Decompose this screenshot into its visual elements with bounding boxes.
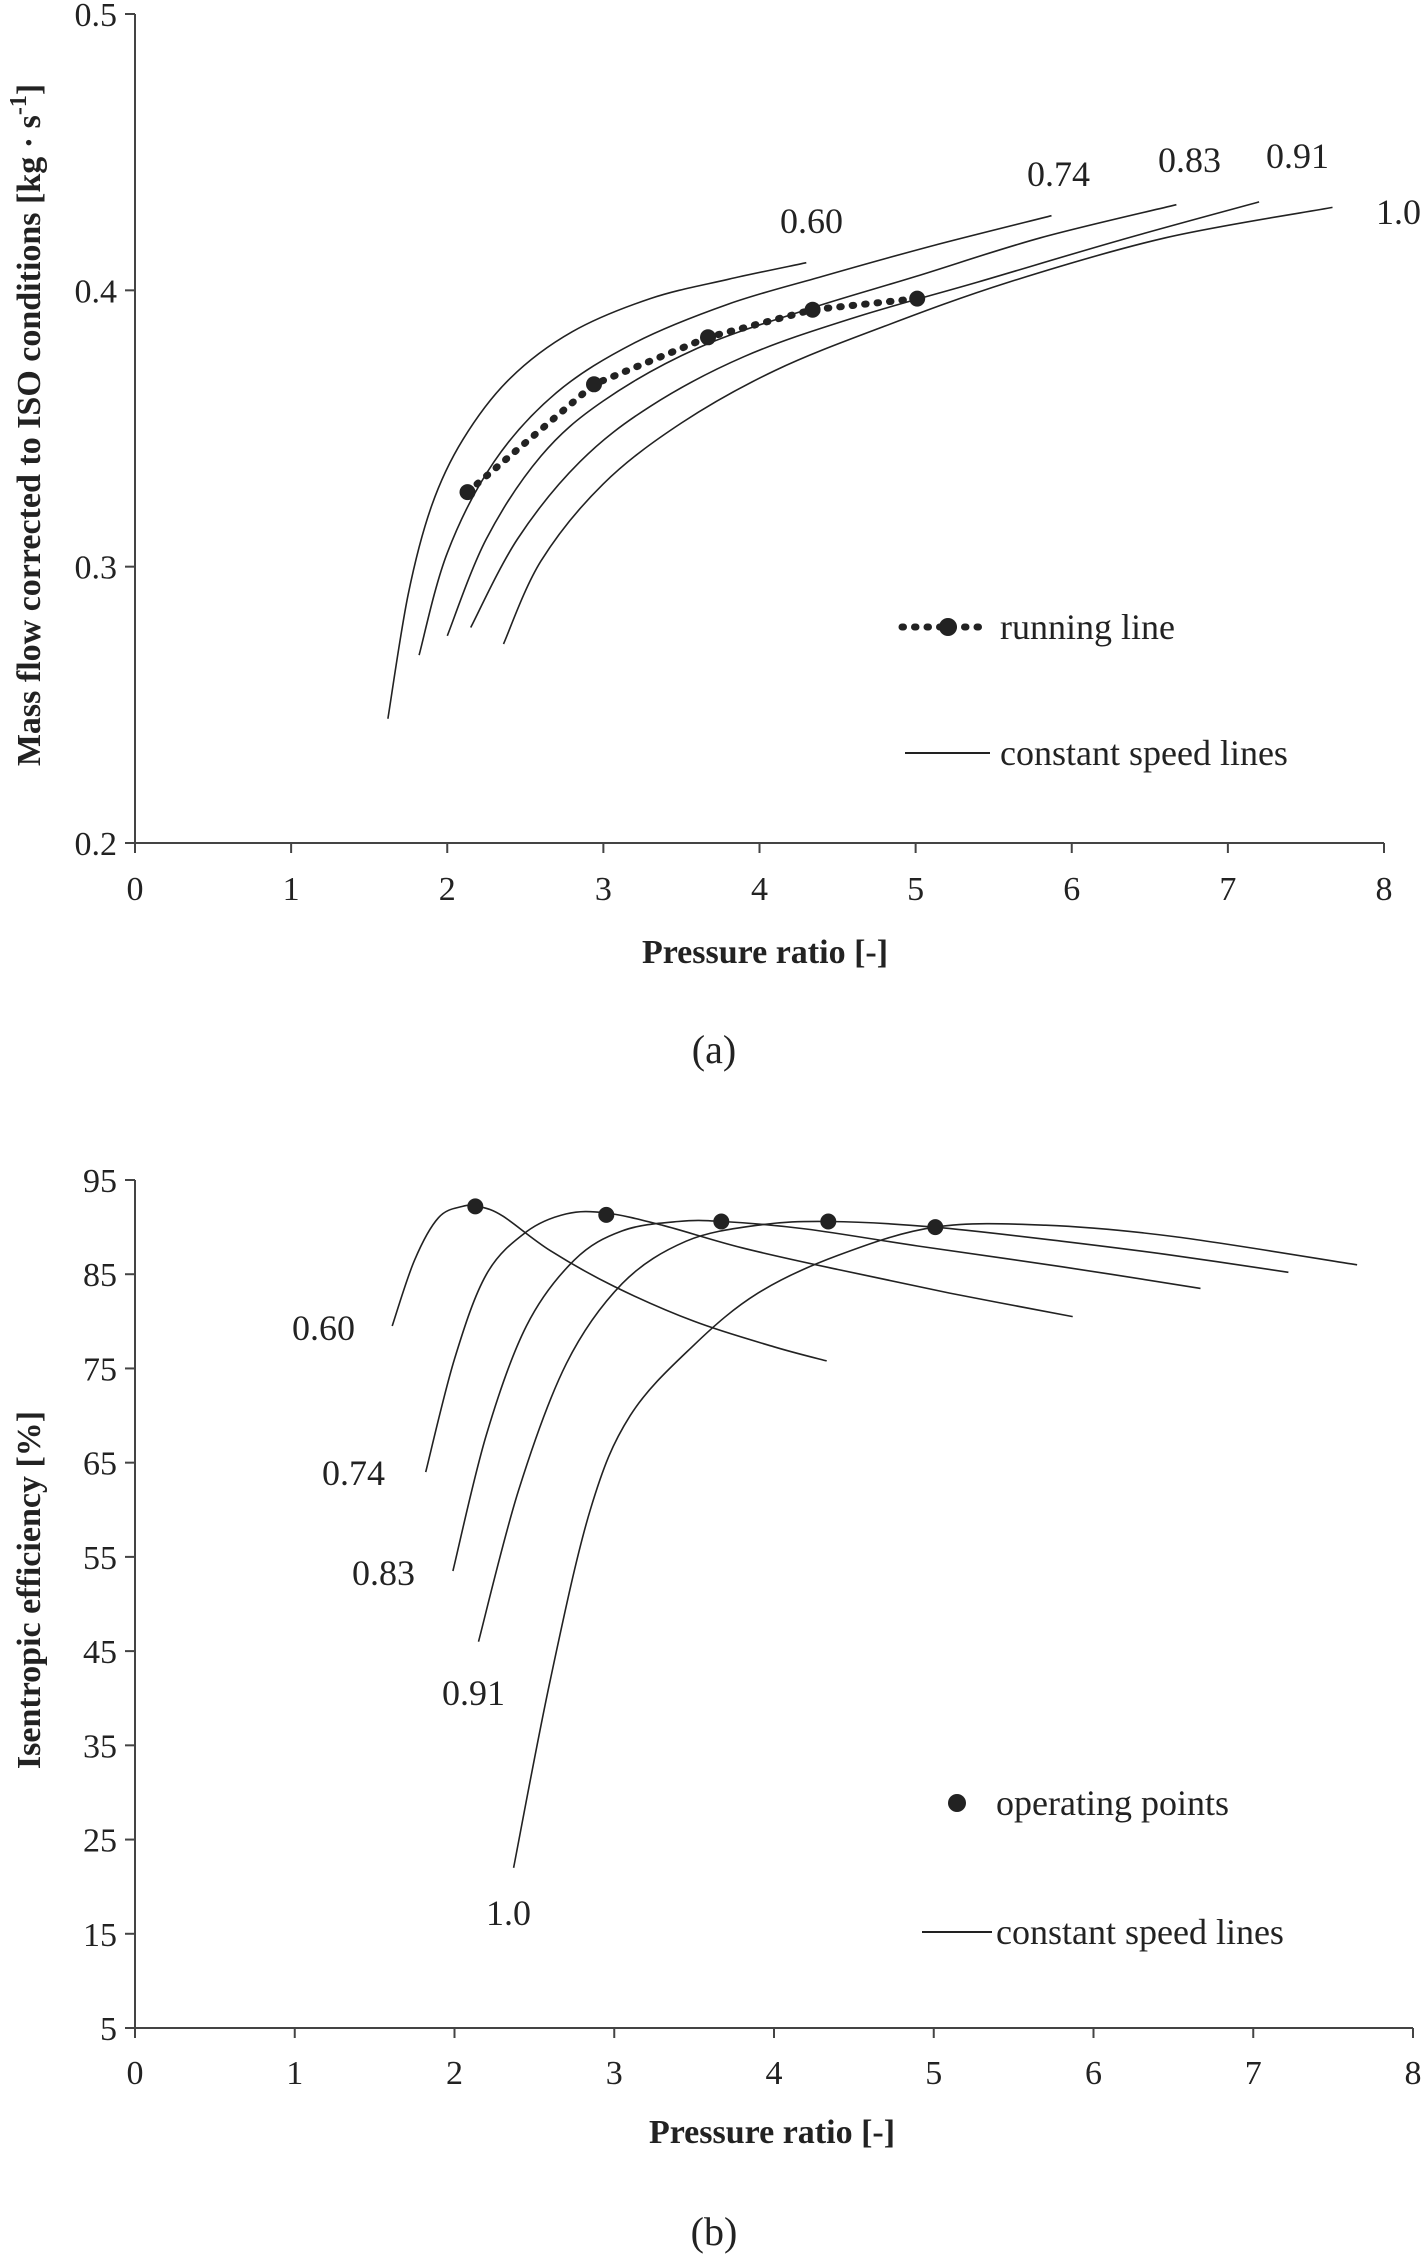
panel-b-series [391, 1198, 1358, 1868]
panel-a-x-tick-label: 3 [595, 871, 612, 908]
panel-a-x-tick-label: 4 [751, 871, 768, 908]
panel-b-x-tick-label: 0 [127, 2055, 144, 2092]
a-label-1.0: 1.0 [1376, 192, 1421, 232]
panel-b-y-tick-label: 55 [83, 1540, 117, 1577]
panel-a-x-tick-label: 8 [1376, 871, 1393, 908]
panel-b-y-tick-label: 35 [83, 1728, 117, 1765]
panel-a-y-tick-label: 0.5 [75, 0, 118, 34]
panel-a-legend: running line constant speed lines [898, 607, 1288, 773]
b-label-0.60: 0.60 [292, 1308, 355, 1348]
legend-operating-points-marker [948, 1794, 966, 1812]
panel-b-y-tick-label: 85 [83, 1257, 117, 1294]
panel-b-axes [125, 1179, 1414, 2038]
panel-b-y-tick-label: 25 [83, 1823, 117, 1860]
panel-a-y-axis-title-end: ] [11, 84, 48, 95]
panel-b-y-tick-label: 65 [83, 1446, 117, 1483]
legend-constant-speed-label-a: constant speed lines [1000, 733, 1288, 773]
panel-a-y-axis-title-base: Mass flow corrected to ISO conditions [k… [11, 115, 48, 766]
panel-a-series-line-0.74 [418, 214, 1052, 656]
panel-a-axes [125, 13, 1385, 853]
panel-a-series-line-0.60 [387, 261, 807, 719]
panel-a-x-tick-label: 0 [127, 871, 144, 908]
panel-b-series-line-0.74 [424, 1210, 1073, 1473]
panel-a-y-tick-label: 0.2 [75, 826, 118, 863]
panel-b-data-point-operating-points [927, 1219, 944, 1236]
panel-b-y-tick-label: 75 [83, 1351, 117, 1388]
panel-b-y-tick-label: 5 [100, 2011, 117, 2048]
panel-a-data-point-running-line [700, 329, 716, 346]
legend-operating-points-label: operating points [996, 1783, 1229, 1823]
legend-running-line-label: running line [1000, 607, 1175, 647]
panel-b-legend: operating points constant speed lines [922, 1783, 1284, 1952]
panel-a-chart: 0 1 2 3 4 5 6 7 8 0.2 0.3 0.4 0.5 0.60 0.74 0.83 0.9… [6, 0, 1421, 1072]
panel-b-series-line-1.0 [512, 1222, 1358, 1868]
panel-a-x-tick-label: 5 [907, 871, 924, 908]
panel-b-series-line-0.60 [391, 1204, 827, 1362]
panel-b-data-point-operating-points [598, 1206, 615, 1223]
panel-b-x-axis-title: Pressure ratio [-] [649, 2114, 895, 2151]
legend-running-line-marker [939, 618, 957, 636]
panel-a-x-tick-label: 7 [1219, 871, 1236, 908]
panel-a-y-tick-label: 0.3 [75, 550, 118, 587]
panel-a-y-tick-label: 0.4 [75, 273, 118, 310]
panel-a-tick-labels: 0 1 2 3 4 5 6 7 8 0.2 0.3 0.4 0.5 [75, 0, 1393, 908]
panel-b-label: (b) [691, 2209, 738, 2254]
panel-a-data-point-running-line [804, 301, 821, 318]
panel-a-curve-labels: 0.60 0.74 0.83 0.91 1.0 [780, 136, 1421, 241]
panel-b-series-line-0.83 [452, 1219, 1201, 1572]
panel-a-label: (a) [692, 1027, 736, 1072]
panel-b-y-tick-label: 95 [83, 1163, 117, 1200]
panel-a-y-axis-title-sup: -1 [6, 95, 32, 115]
panel-b-curve-labels: 0.60 0.74 0.83 0.91 1.0 [292, 1308, 531, 1933]
a-label-0.60: 0.60 [780, 201, 843, 241]
panel-b-y-tick-label: 15 [83, 1917, 117, 1954]
panel-a-data-point-running-line [909, 290, 926, 307]
b-label-0.91: 0.91 [442, 1673, 505, 1713]
panel-b-y-tick-label: 45 [83, 1634, 117, 1671]
panel-a-x-tick-label: 6 [1063, 871, 1080, 908]
panel-b-x-tick-label: 1 [286, 2055, 303, 2092]
panel-b-y-axis-title: Isentropic efficiency [%] [11, 1411, 48, 1769]
panel-b-x-tick-label: 4 [766, 2055, 783, 2092]
legend-constant-speed-label-b: constant speed lines [996, 1912, 1284, 1952]
panel-b-data-point-operating-points [713, 1213, 730, 1230]
panel-a-series [387, 201, 1333, 719]
panel-a-x-axis-title: Pressure ratio [-] [642, 934, 888, 971]
panel-b-x-tick-label: 6 [1085, 2055, 1102, 2092]
panel-b-x-tick-label: 8 [1405, 2055, 1422, 2092]
panel-a-data-point-running-line [586, 376, 602, 393]
panel-a-x-tick-label: 2 [439, 871, 456, 908]
panel-b-x-tick-label: 7 [1245, 2055, 1262, 2092]
a-label-0.83: 0.83 [1158, 140, 1221, 180]
panel-b-x-tick-label: 3 [606, 2055, 623, 2092]
a-label-0.91: 0.91 [1266, 136, 1329, 176]
panel-b-series-line-0.91 [477, 1220, 1289, 1642]
panel-a-x-tick-label: 1 [283, 871, 300, 908]
b-label-0.83: 0.83 [352, 1553, 415, 1593]
panel-a-series-line-1.0 [502, 206, 1333, 645]
panel-b-x-tick-label: 2 [446, 2055, 463, 2092]
a-label-0.74: 0.74 [1027, 154, 1090, 194]
panel-b-data-point-operating-points [467, 1198, 484, 1215]
b-label-0.74: 0.74 [322, 1453, 385, 1493]
panel-a-series-line-0.91 [469, 201, 1260, 628]
panel-a-data-point-running-line [459, 484, 476, 501]
b-label-1.0: 1.0 [486, 1893, 531, 1933]
panel-b-x-tick-label: 5 [925, 2055, 942, 2092]
panel-a-y-axis-title: Mass flow corrected to ISO conditions [k… [6, 84, 48, 766]
panel-b-data-point-operating-points [820, 1213, 837, 1230]
